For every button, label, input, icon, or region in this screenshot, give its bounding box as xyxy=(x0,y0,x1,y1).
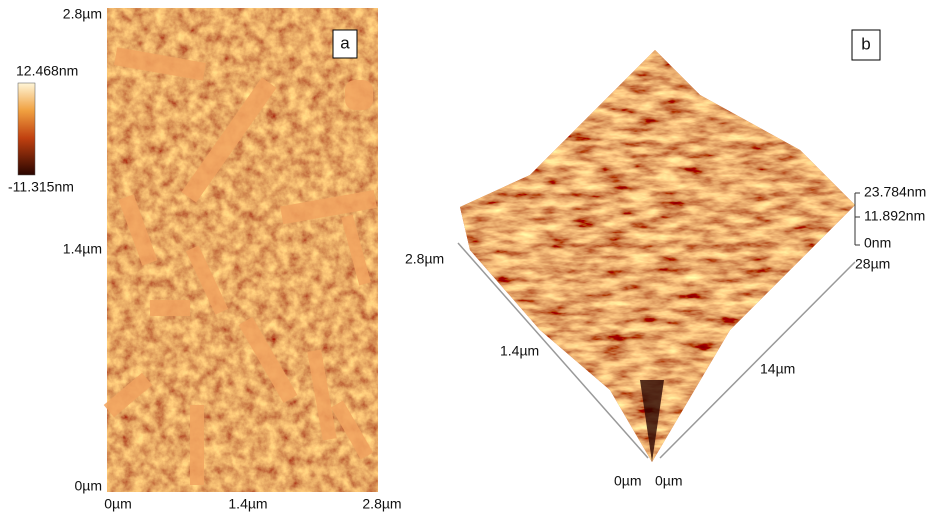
z-tick-label: 0nm xyxy=(864,235,891,251)
x-tick-label: 0µm xyxy=(104,496,132,512)
x-tick-label: 1.4µm xyxy=(228,496,267,512)
panel-label: b xyxy=(861,34,870,53)
axis-label: 0µm xyxy=(655,473,683,489)
figure: a 2.8µm 1.4µm 0µm 0µm 1.4µm 2.8µm 12.468… xyxy=(0,0,939,513)
z-tick-label: 23.784nm xyxy=(864,184,926,200)
panel-label: a xyxy=(340,33,350,52)
z-tick-label: 11.892nm xyxy=(864,208,925,224)
y-tick-label: 2.8µm xyxy=(63,6,102,22)
y-tick-label: 0µm xyxy=(74,478,102,494)
axis-label: 1.4µm xyxy=(500,343,539,359)
axis-label: 2.8µm xyxy=(405,251,444,267)
y-tick-label: 1.4µm xyxy=(63,241,102,257)
colorbar xyxy=(18,83,35,175)
x-tick-label: 2.8µm xyxy=(362,496,401,512)
axis-label: 0µm xyxy=(614,473,642,489)
panel-b: 23.784nm 11.892nm 0nm 2.8µm 1.4µm 0µm 0µ… xyxy=(405,30,926,489)
surface xyxy=(455,45,860,465)
axis-label: 14µm xyxy=(760,361,795,377)
panel-a: a 2.8µm 1.4µm 0µm 0µm 1.4µm 2.8µm 12.468… xyxy=(8,6,402,512)
colorbar-label: 12.468nm xyxy=(16,63,78,79)
colorbar-label: -11.315nm xyxy=(8,179,74,195)
axis-label: 28µm xyxy=(855,256,890,272)
